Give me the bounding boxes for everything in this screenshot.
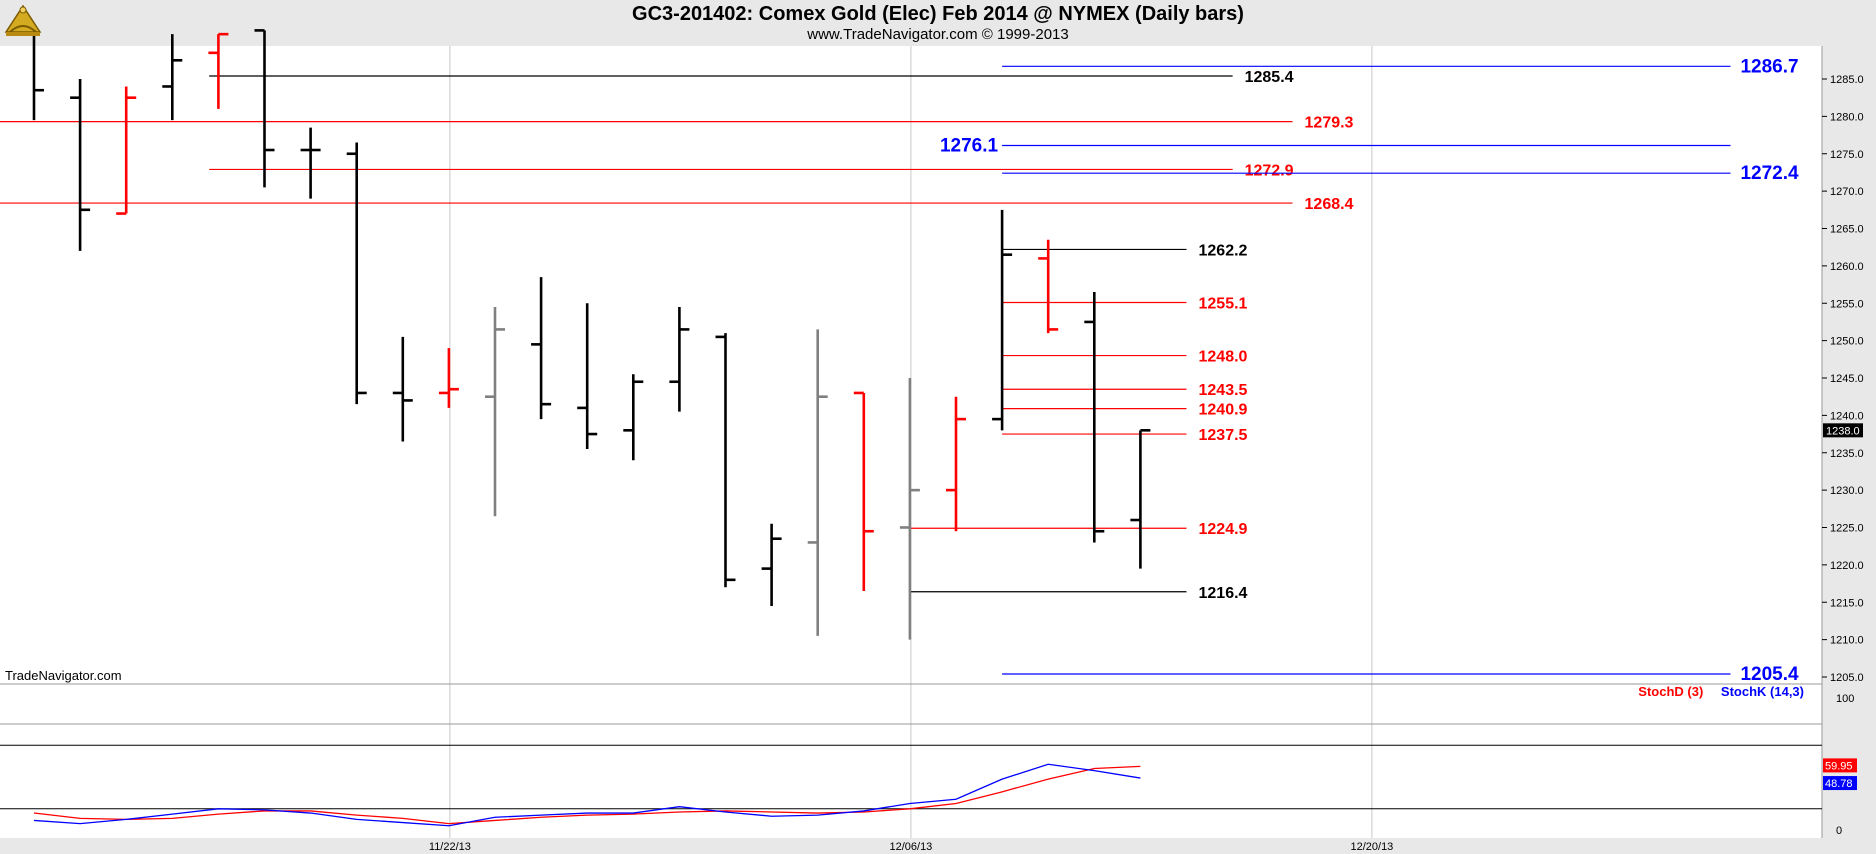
level-label: 1262.2 [1199, 242, 1248, 259]
stoch-series-line [33, 763, 1141, 827]
sextant-logo-icon [2, 2, 44, 43]
ohlc-bar [485, 306, 505, 517]
ohlc-bar [116, 86, 137, 215]
chart-title: GC3-201402: Comex Gold (Elec) Feb 2014 @… [632, 3, 1244, 25]
level-label: 1240.9 [1199, 402, 1248, 419]
date-axis-label: 12/06/13 [889, 841, 932, 853]
price-axis-label: 1210.0 [1830, 635, 1864, 647]
price-axis-label: 1245.0 [1830, 373, 1864, 385]
price-axis-label: 1265.0 [1830, 224, 1864, 236]
ohlc-bar [531, 277, 552, 420]
level-label: 1205.4 [1740, 664, 1799, 685]
ohlc-bar [1130, 429, 1151, 569]
ohlc-bar [623, 374, 644, 461]
ohlc-bar [392, 336, 413, 442]
ohlc-bar [300, 127, 321, 199]
price-axis-label: 1270.0 [1830, 186, 1864, 198]
price-axis-label: 1235.0 [1830, 448, 1864, 460]
price-axis-label: 1260.0 [1830, 261, 1864, 273]
stochastic-layer [0, 744, 1822, 827]
legend-stoch-d: StochD (3) [1638, 684, 1704, 699]
ohlc-bar [761, 523, 782, 606]
level-label: 1276.1 [940, 136, 999, 157]
price-axis-label: 1230.0 [1830, 485, 1864, 497]
header-band [0, 0, 1876, 46]
ohlc-bar [162, 34, 183, 121]
level-label: 1224.9 [1199, 521, 1248, 538]
price-axis-label: 1220.0 [1830, 560, 1864, 572]
stochastic-legend: StochD (3) StochK (14,3) [1624, 684, 1804, 699]
level-label: 1286.7 [1740, 56, 1798, 77]
price-bars-layer [24, 26, 1151, 640]
date-axis-label: 12/20/13 [1350, 841, 1393, 853]
date-axis-label: 11/22/13 [429, 841, 471, 853]
last-price-label: 1238.0 [1826, 425, 1860, 437]
ohlc-bar [70, 79, 91, 251]
ohlc-bar [208, 32, 229, 109]
level-label: 1285.4 [1245, 69, 1294, 86]
ohlc-bar [669, 306, 690, 412]
watermark: TradeNavigator.com [5, 668, 122, 683]
price-axis-label: 1285.0 [1830, 74, 1864, 86]
stoch-axis-label: 0 [1836, 825, 1842, 837]
level-lines-layer: 1286.7 1285.4 1279.3 1276.1 1272.9 1272.4 1268… [0, 56, 1799, 685]
date-axis-band [0, 838, 1822, 854]
price-axis-band [1822, 46, 1876, 854]
ohlc-bar [1038, 239, 1059, 334]
ohlc-bar [946, 396, 966, 532]
ohlc-bar [346, 142, 367, 405]
axes-layer: 1205.0 1210.0 1215.0 1220.0 1225.0 1230.0 1235… [429, 74, 1864, 853]
stoch-d-value: 59.95 [1825, 760, 1853, 772]
stoch-k-value: 48.78 [1825, 778, 1853, 790]
ohlc-bar [254, 29, 275, 188]
price-axis-label: 1255.0 [1830, 298, 1864, 310]
price-axis-label: 1215.0 [1830, 597, 1864, 609]
level-label: 1272.9 [1245, 162, 1294, 179]
level-label: 1255.1 [1199, 296, 1248, 313]
level-label: 1268.4 [1305, 196, 1354, 213]
chart-subtitle: www.TradeNavigator.com © 1999-2013 [807, 26, 1069, 43]
stoch-d-badge [1823, 758, 1857, 773]
level-label: 1237.5 [1199, 427, 1248, 444]
stoch-k-badge [1823, 776, 1857, 791]
level-label: 1248.0 [1199, 349, 1248, 366]
ohlc-bar [1084, 292, 1105, 543]
level-label: 1243.5 [1199, 382, 1248, 399]
legend-stoch-k: StochK (14,3) [1720, 684, 1804, 699]
ohlc-bar [992, 209, 1013, 431]
ohlc-bar [577, 303, 598, 450]
level-label: 1279.3 [1305, 115, 1354, 132]
price-axis-label: 1225.0 [1830, 523, 1864, 535]
price-axis-label: 1280.0 [1830, 111, 1864, 123]
ohlc-bar [438, 348, 459, 408]
price-axis-label: 1205.0 [1830, 672, 1864, 684]
ohlc-bar [715, 333, 736, 588]
stoch-series-line [33, 765, 1141, 825]
last-price-badge [1823, 423, 1863, 438]
ohlc-bar [807, 329, 828, 636]
price-axis-label: 1250.0 [1830, 336, 1864, 348]
stoch-axis-label: 100 [1836, 693, 1854, 705]
ohlc-bar [853, 391, 874, 592]
level-label: 1216.4 [1199, 585, 1248, 602]
ohlc-bar [899, 378, 920, 640]
price-axis-label: 1275.0 [1830, 149, 1864, 161]
level-label: 1272.4 [1740, 163, 1799, 184]
price-axis-label: 1240.0 [1830, 410, 1864, 422]
